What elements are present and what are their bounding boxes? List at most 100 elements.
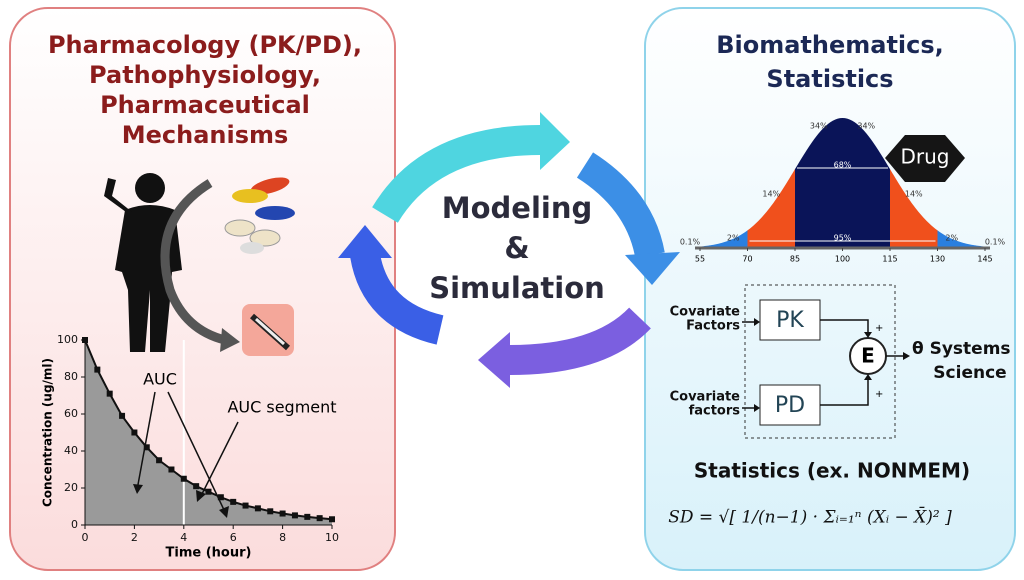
x-tick-label: 85 [790, 255, 800, 264]
data-point [193, 483, 200, 490]
cycle-arrow [576, 152, 665, 259]
data-point [242, 502, 249, 509]
data-point [291, 512, 298, 519]
arrowheads [754, 318, 910, 412]
x-tick-label: 130 [930, 255, 945, 264]
cycle-arrow [350, 251, 444, 345]
x-tick-label: 2 [131, 531, 138, 544]
distribution-region [937, 230, 985, 248]
percent-label: 95% [834, 234, 852, 243]
model-box [744, 284, 896, 439]
y-tick-label: 0 [71, 518, 78, 531]
cycle-arrowhead [478, 332, 510, 388]
data-point [82, 337, 88, 343]
pointer-head [133, 484, 143, 494]
auc-area [85, 340, 332, 525]
distribution-region [700, 230, 748, 248]
percent-label: 2% [945, 234, 958, 243]
plus-sign: + [875, 323, 883, 334]
data-point [205, 488, 212, 495]
x-tick-label: 4 [180, 531, 187, 544]
center-text: Modeling [442, 191, 593, 225]
x-tick-label: 8 [279, 531, 286, 544]
data-point [180, 475, 187, 482]
x-tick-label: 6 [230, 531, 237, 544]
cycle-arrowhead [625, 252, 680, 285]
data-point [156, 457, 163, 464]
left-title: Pharmacology (PK/PD), [48, 31, 362, 59]
auc-label: AUC [143, 370, 177, 389]
y-tick-label: 100 [57, 333, 78, 346]
right-title: Statistics [766, 65, 893, 93]
pk-label: PK [776, 308, 804, 333]
drug-label: Drug [901, 145, 950, 169]
percent-label: 34% [857, 122, 875, 131]
x-tick-label: 100 [835, 255, 850, 264]
pointer-head [196, 490, 206, 502]
x-tick-label: 145 [977, 255, 992, 264]
data-point [304, 513, 311, 520]
percent-label: 0.1% [680, 238, 701, 247]
percent-label: 2% [727, 234, 740, 243]
data-point [267, 508, 274, 515]
center-text: Simulation [429, 271, 605, 305]
y-tick-label: 40 [64, 444, 78, 457]
pointer-line [136, 391, 156, 491]
percent-label: 14% [905, 190, 923, 199]
data-point [279, 510, 286, 517]
output-label: θ Systems [912, 339, 1011, 359]
x-tick-label: 115 [882, 255, 897, 264]
data-point [168, 466, 175, 473]
y-tick-label: 80 [64, 370, 78, 383]
drug-hexagon [885, 135, 965, 182]
data-point [106, 390, 113, 397]
percent-label: 68% [834, 161, 852, 170]
left-title: Pharmaceutical [100, 91, 310, 119]
covariate-label: Covariate [670, 305, 741, 320]
plus-sign: + [875, 389, 883, 400]
left-title: Pathophysiology, [89, 61, 321, 89]
left-title: Mechanisms [122, 121, 289, 149]
data-point [131, 429, 138, 436]
right-title: Biomathematics, [716, 31, 944, 59]
cycle-arrowhead [338, 225, 392, 258]
y-tick-label: 20 [64, 481, 78, 494]
output-label: Science [933, 363, 1006, 383]
x-tick-label: 70 [742, 255, 752, 264]
pd-label: PD [775, 393, 805, 418]
y-tick-label: 60 [64, 407, 78, 420]
x-tick-label: 55 [695, 255, 705, 264]
x-tick-label: 0 [82, 531, 89, 544]
y-axis-label: Concentration (ug/ml) [41, 358, 55, 507]
data-point [94, 366, 101, 373]
pointer-line [167, 391, 226, 513]
distribution-region [890, 169, 938, 248]
covariate-label: Covariate [670, 390, 741, 405]
data-point [143, 444, 150, 451]
data-point [217, 494, 224, 501]
syringe-icon [242, 304, 294, 356]
data-point [119, 412, 126, 419]
percent-label: 0.1% [985, 238, 1006, 247]
formula: SD = √[ 1/(n−1) · Σᵢ₌₁ⁿ (Xᵢ − X̄)² ] [668, 505, 952, 527]
covariate-label: factors [689, 404, 741, 419]
center-text: & [504, 231, 529, 265]
arrowhead [220, 328, 240, 352]
distribution-region [795, 118, 890, 248]
distribution-region [747, 169, 795, 248]
cycle-arrow [509, 307, 651, 375]
x-tick-label: 10 [325, 531, 339, 544]
pointer-line [199, 421, 239, 499]
x-axis-label: Time (hour) [166, 546, 252, 561]
pills-icon [224, 177, 295, 254]
cycle-arrow [372, 125, 541, 224]
data-point [316, 515, 323, 522]
cycle-arrowhead [540, 112, 570, 170]
process-arrow [160, 179, 227, 345]
auc-segment-label: AUC segment [227, 398, 336, 417]
percent-label: 34% [810, 122, 828, 131]
pointer-head [219, 506, 229, 518]
data-point [254, 505, 261, 512]
stats-title: Statistics (ex. NONMEM) [694, 459, 970, 483]
